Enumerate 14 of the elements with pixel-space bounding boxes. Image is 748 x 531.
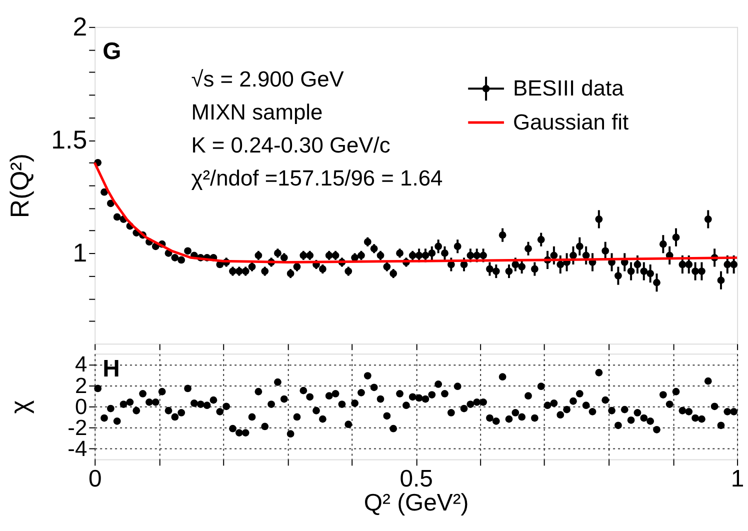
legend-label: Gaussian fit <box>512 110 629 135</box>
y-tick-label: 1.5 <box>51 126 88 155</box>
y-tick-label: 2 <box>72 13 88 42</box>
annotation: MIXN sample <box>191 100 323 125</box>
y-tick-label: 1 <box>72 240 88 268</box>
annotation: H <box>102 356 120 383</box>
annotation: G <box>102 38 122 65</box>
y-axis-title: R(Q²) <box>6 153 34 218</box>
annotation: K = 0.24-0.30 GeV/c <box>191 132 390 158</box>
y-axis-title: χ <box>6 400 34 414</box>
annotation: √s = 2.900 GeV <box>191 66 344 92</box>
legend-label: BESIII data <box>512 76 625 101</box>
x-tick-label: 1 <box>730 466 744 493</box>
annotation: χ²/ndof =157.15/96 = 1.64 <box>191 165 443 190</box>
